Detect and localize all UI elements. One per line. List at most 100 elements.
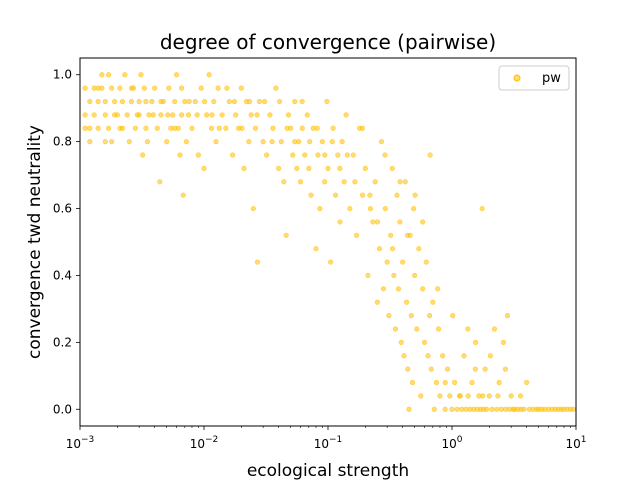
data-point [248,112,254,118]
data-point [95,98,101,105]
data-point [486,393,492,399]
y-tick-label: 1.0 [53,68,72,82]
data-point [105,125,112,131]
data-point [172,125,178,131]
data-point [269,139,275,145]
data-point [365,272,371,279]
data-point [472,366,478,372]
data-point [87,98,93,105]
data-point [319,139,325,145]
data-point [473,339,479,345]
data-point [449,406,455,412]
data-point [510,406,516,412]
legend-marker [513,74,521,82]
data-point [400,259,406,265]
data-point [339,139,345,145]
data-point [206,72,212,78]
data-point [524,379,530,386]
data-point [447,393,453,399]
data-point [410,205,417,212]
data-point [442,406,448,412]
data-point [322,152,328,158]
data-point [423,259,429,265]
legend-box [498,65,570,91]
data-point [138,72,144,78]
data-point [374,219,381,225]
y-tick-label: 0.8 [53,135,72,149]
data-point [489,406,495,412]
data-point [281,179,287,185]
data-point [158,98,164,105]
data-point [111,98,118,105]
legend: pw [498,65,570,91]
data-point [215,85,221,91]
data-point [292,98,298,105]
data-point [152,85,158,91]
data-point [143,125,149,131]
data-point [314,125,320,131]
data-point [420,286,426,292]
legend-label: pw [542,71,561,86]
data-point [299,98,305,105]
data-point [442,379,448,386]
data-point [231,98,238,105]
data-point [284,125,290,131]
data-point [229,152,236,158]
data-point [317,205,323,212]
data-point [216,125,222,131]
data-point [294,165,300,171]
data-point [461,353,467,359]
data-point [414,326,420,332]
data-point [394,192,400,198]
data-point [308,192,314,198]
data-point [117,85,123,91]
data-point [201,98,208,105]
data-point [264,152,270,158]
data-point [392,326,399,332]
data-point [239,125,245,131]
data-point [328,259,334,265]
data-point [194,112,200,118]
data-point [502,366,509,372]
data-point [109,85,115,91]
data-point [391,272,397,279]
data-point [254,259,261,265]
data-point [495,393,501,399]
data-point [170,112,176,118]
data-point [494,406,500,412]
data-point [437,393,443,399]
data-point [388,232,394,238]
y-tick-label: 0.6 [53,202,72,216]
data-points [82,72,576,412]
data-point [273,85,279,91]
data-point [325,165,331,171]
data-point [109,139,115,145]
data-point [189,125,195,131]
data-point [307,139,313,145]
data-point [198,85,204,91]
data-point [95,125,101,131]
data-point [324,98,330,105]
data-point [487,353,493,359]
data-point [344,152,350,158]
data-point [149,98,155,105]
data-point [425,353,431,359]
data-point [382,205,388,212]
y-tick-label: 0.0 [53,402,72,416]
data-point [337,165,343,171]
data-point [186,98,192,105]
data-point [278,139,284,145]
data-point [405,366,411,372]
data-point [177,152,183,158]
data-point [91,112,97,118]
data-point [180,192,186,198]
data-point [395,286,402,292]
data-point [427,152,433,158]
data-point [140,152,146,158]
data-point [223,125,229,131]
data-point [421,339,428,345]
data-point [209,112,215,118]
data-point [150,112,156,118]
data-point [102,139,108,145]
